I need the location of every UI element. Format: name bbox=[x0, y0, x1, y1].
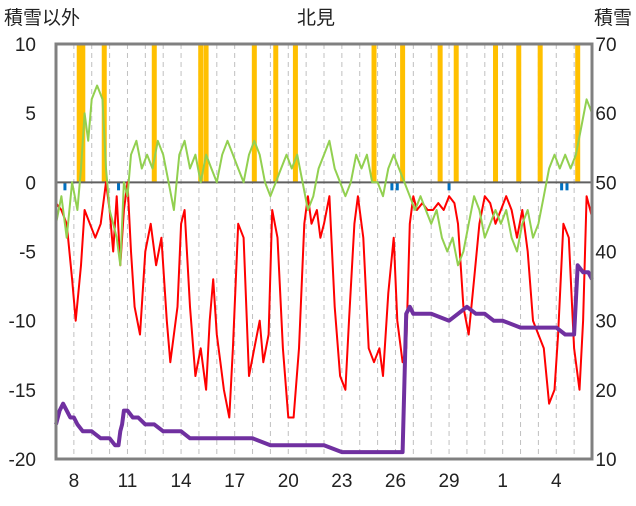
precip-bar bbox=[76, 44, 82, 183]
precip-marker bbox=[117, 182, 121, 191]
x-tick-label: 26 bbox=[385, 471, 406, 492]
x-tick-label: 4 bbox=[551, 471, 562, 492]
precip-bar bbox=[537, 44, 543, 183]
precip-marker bbox=[565, 182, 569, 191]
right-tick-label: 70 bbox=[595, 35, 616, 56]
left-tick-label: -15 bbox=[9, 381, 36, 402]
precip-bar bbox=[516, 44, 522, 183]
left-tick-label: 5 bbox=[25, 104, 36, 125]
precip-bar bbox=[371, 44, 377, 183]
precip-bar bbox=[400, 44, 406, 183]
precip-bar bbox=[251, 44, 257, 183]
series-lines bbox=[54, 84, 594, 455]
x-tick-label: 23 bbox=[331, 471, 352, 492]
precip-bar bbox=[80, 44, 86, 183]
series-line-3 bbox=[54, 263, 594, 455]
right-tick-label: 60 bbox=[595, 104, 616, 125]
left-tick-label: 0 bbox=[25, 173, 36, 194]
x-tick-label: 8 bbox=[69, 471, 80, 492]
x-tick-label: 17 bbox=[224, 471, 245, 492]
precip-bar bbox=[493, 44, 499, 183]
x-tick-label: 11 bbox=[118, 471, 138, 492]
right-tick-label: 40 bbox=[595, 243, 616, 264]
precip-bar bbox=[273, 44, 279, 183]
right-tick-label: 50 bbox=[595, 173, 616, 194]
series-line-1 bbox=[55, 181, 593, 419]
precip-bar bbox=[101, 44, 107, 183]
precip-marker bbox=[447, 182, 451, 191]
precip-bar bbox=[453, 44, 459, 183]
x-tick-label: 14 bbox=[170, 471, 192, 492]
right-tick-label: 20 bbox=[595, 381, 616, 402]
right-axis-label: 積雪 bbox=[594, 7, 632, 29]
left-tick-label: -5 bbox=[19, 243, 36, 264]
grid-lines bbox=[73, 44, 575, 459]
right-tick-label: 10 bbox=[595, 450, 616, 471]
precip-marker bbox=[390, 182, 394, 191]
precip-marker bbox=[560, 182, 564, 191]
precip-marker bbox=[63, 182, 67, 191]
precip-bar bbox=[203, 44, 209, 183]
chart-title: 北見 bbox=[297, 7, 335, 29]
precip-marker bbox=[395, 182, 399, 191]
precipitation-bars bbox=[63, 44, 581, 191]
precip-bar bbox=[151, 44, 157, 183]
x-tick-label: 1 bbox=[497, 471, 508, 492]
right-tick-label: 30 bbox=[595, 312, 616, 333]
precip-bar bbox=[437, 44, 443, 183]
x-tick-label: 20 bbox=[278, 471, 299, 492]
precip-bar bbox=[292, 44, 298, 183]
left-tick-label: 10 bbox=[15, 35, 36, 56]
precip-bar bbox=[198, 44, 204, 183]
precip-bar bbox=[575, 44, 581, 183]
left-axis-label: 積雪以外 bbox=[4, 7, 80, 29]
plot-frame bbox=[54, 42, 594, 461]
x-tick-label: 29 bbox=[438, 471, 459, 492]
left-tick-label: -20 bbox=[9, 450, 36, 471]
left-tick-label: -10 bbox=[9, 312, 36, 333]
series-line-2 bbox=[55, 84, 593, 267]
